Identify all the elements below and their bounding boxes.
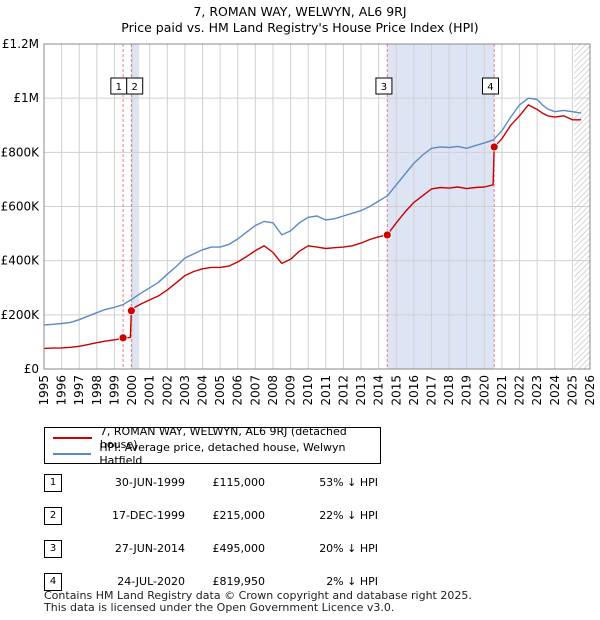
sale-price: £819,950 [212,575,266,588]
x-tick-label: 2019 [460,375,474,406]
sale-label-box [126,77,144,95]
chart-title: 7, ROMAN WAY, WELWYN, AL6 9RJ Price paid… [0,4,600,36]
y-tick-label: £0 [24,362,39,376]
x-tick-label: 2015 [389,375,403,406]
x-tick-label: 2007 [248,375,262,406]
title-address: 7, ROMAN WAY, WELWYN, AL6 9RJ [193,4,407,19]
title-subtitle: Price paid vs. HM Land Registry's House … [121,20,479,35]
sale-number-badge: 3 [44,540,62,558]
x-tick-label: 1998 [90,375,104,406]
sale-point [489,142,499,152]
y-tick-label: £600K [1,200,41,214]
x-tick-label: 2020 [477,375,491,406]
x-tick-label: 2011 [319,375,333,406]
x-tick-label: 1996 [55,375,69,406]
sale-label-number: 3 [381,82,387,93]
x-tick-label: 2004 [196,375,210,406]
y-tick-label: £1.2M [2,37,39,51]
sale-hpi-diff: 2% ↓ HPI [326,575,378,588]
x-tick-label: 2000 [125,375,139,406]
table-row: 4 24-JUL-2020 £819,950 2% ↓ HPI [44,573,444,591]
chart-legend: 7, ROMAN WAY, WELWYN, AL6 9RJ (detached … [44,425,381,467]
legend-swatch-property [53,437,92,439]
x-tick-label: 2013 [354,375,368,406]
sale-hpi-diff: 53% ↓ HPI [319,476,378,489]
legend-item-property: 7, ROMAN WAY, WELWYN, AL6 9RJ (detached … [53,425,380,451]
x-tick-label: 2021 [495,375,509,406]
footer-attribution: Contains HM Land Registry data © Crown c… [44,590,472,614]
sale-number-badge: 1 [44,474,62,492]
sale-date: 24-JUL-2020 [117,575,185,588]
hpi-line [43,97,582,326]
y-tick-label: £200K [1,308,41,322]
sale-hpi-diff: 20% ↓ HPI [319,542,378,555]
x-tick-label: 2006 [231,375,245,406]
sale-label-number: 2 [132,82,138,93]
sale-price: £215,000 [212,509,266,522]
x-tick-label: 2010 [301,375,315,406]
x-tick-label: 2025 [565,375,579,406]
sale-number-badge: 4 [44,573,62,591]
sale-hpi-diff: 22% ↓ HPI [319,509,378,522]
legend-label-hpi: HPI: Average price, detached house, Welw… [99,441,346,467]
price-chart: 1 2 3 4 £0 £200K £400K £600K £800K £1M £1.2M 1995 19… [1,37,597,406]
property-price-line [43,104,582,350]
legend-label-property: 7, ROMAN WAY, WELWYN, AL6 9RJ (detached … [99,425,347,451]
x-tick-label: 2014 [372,375,386,406]
table-row: 3 27-JUN-2014 £495,000 20% ↓ HPI [44,540,444,558]
footer-line-copyright: Contains HM Land Registry data © Crown c… [44,589,472,602]
x-tick-label: 2026 [583,375,597,406]
sale-point [126,306,136,316]
sale-date: 30-JUN-1999 [114,476,185,489]
sale-label-number: 1 [116,82,122,93]
x-tick-label: 2012 [336,375,350,406]
x-tick-label: 1995 [37,375,51,406]
sale-number-badge: 2 [44,507,62,525]
y-tick-label: £800K [1,145,41,159]
legend-item-hpi: HPI: Average price, detached house, Welw… [53,441,380,467]
x-tick-label: 2001 [143,375,157,406]
x-tick-label: 2008 [266,375,280,406]
x-tick-label: 2024 [548,375,562,406]
x-tick-label: 2005 [213,375,227,406]
x-tick-label: 2016 [407,375,421,406]
sale-label-number: 4 [487,82,493,93]
x-tick-label: 2022 [513,375,527,406]
sale-point [118,333,128,343]
x-tick-label: 2018 [442,375,456,406]
sale-point [382,230,392,240]
footer-line-licence: This data is licensed under the Open Gov… [44,601,395,614]
table-row: 1 30-JUN-1999 £115,000 53% ↓ HPI [44,474,444,492]
sale-date: 27-JUN-2014 [114,542,185,555]
x-tick-label: 2002 [160,375,174,406]
sale-date: 17-DEC-1999 [111,509,185,522]
sale-price: £495,000 [212,542,266,555]
sale-label-box [375,77,393,95]
sale-label-box [481,77,499,95]
x-tick-label: 2023 [530,375,544,406]
legend-swatch-hpi [53,453,92,455]
sale-price: £115,000 [212,476,266,489]
x-tick-label: 1999 [107,375,121,406]
x-tick-label: 2017 [424,375,438,406]
table-row: 2 17-DEC-1999 £215,000 22% ↓ HPI [44,507,444,525]
x-tick-label: 1997 [72,375,86,406]
x-tick-label: 2009 [284,375,298,406]
x-tick-label: 2003 [178,375,192,406]
plot-border [43,43,591,370]
y-tick-label: £400K [1,254,41,268]
y-tick-label: £1M [13,91,39,105]
